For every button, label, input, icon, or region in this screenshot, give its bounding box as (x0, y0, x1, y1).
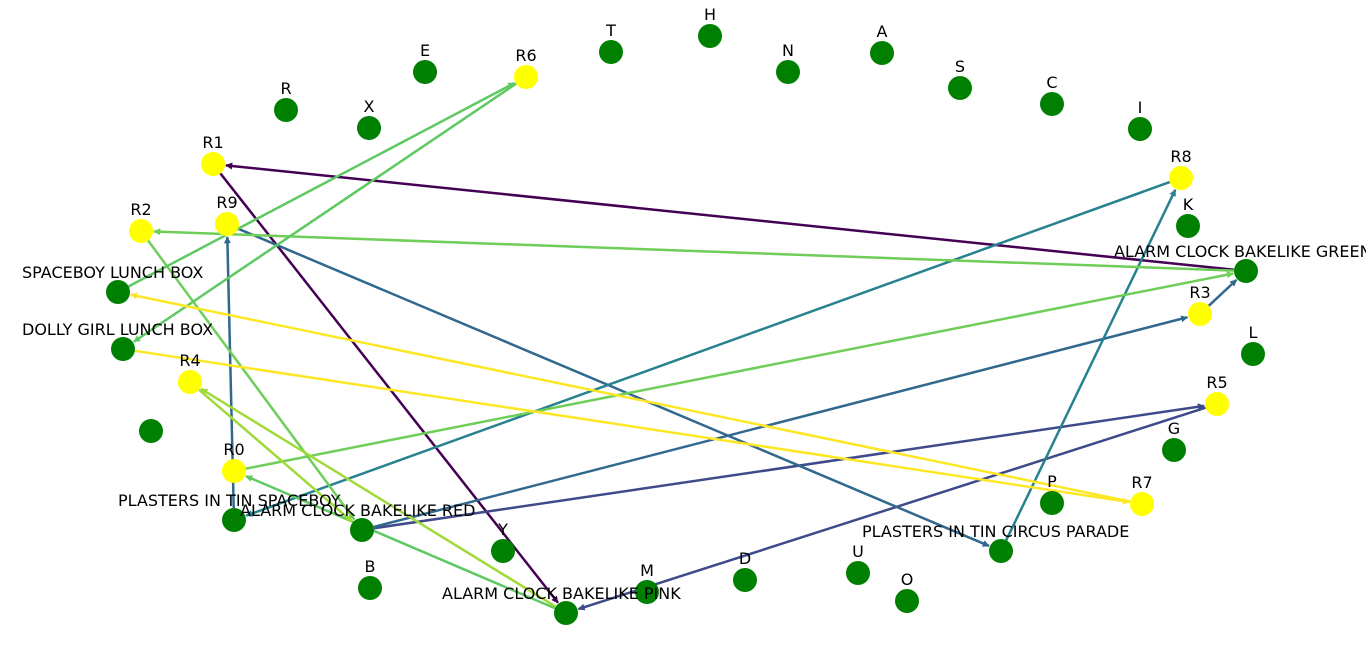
edge-r8-to-plspaceboy (245, 180, 1171, 517)
node-label-y: Y (497, 520, 508, 539)
node-label-plspaceboy: PLASTERS IN TIN SPACEBOY (118, 491, 341, 510)
edges-layer (128, 81, 1238, 611)
node-u (846, 561, 870, 585)
node-g (1162, 438, 1186, 462)
edge-r3-to-acgreen (1207, 278, 1238, 307)
edge-r0-to-acgreen (245, 271, 1234, 470)
node-label-m: M (640, 561, 654, 580)
node-r2 (129, 219, 153, 243)
node-label-r0: R0 (223, 440, 244, 459)
node-n (776, 60, 800, 84)
node-label-acpink: ALARM CLOCK BAKELIKE PINK (442, 584, 681, 603)
edge-r9-to-plcircus (237, 227, 990, 548)
edge-spaceboy-to-r6 (128, 81, 516, 288)
node-label-s: S (955, 57, 965, 76)
edge-acpink-to-r4 (200, 387, 557, 608)
edge-acgreen-to-r2 (153, 228, 1235, 272)
node-label-b: B (365, 557, 376, 576)
node-e (413, 60, 437, 84)
node-label-n: N (782, 41, 794, 60)
node-r5 (1205, 392, 1229, 416)
node-label-h: H (704, 5, 716, 24)
node-label-o: O (901, 570, 914, 589)
node-label-r3: R3 (1189, 283, 1210, 302)
node-r (274, 98, 298, 122)
node-label-t: T (605, 21, 616, 40)
edge-r2-to-acred (147, 239, 356, 521)
node-r7 (1130, 492, 1154, 516)
edge-r7-to-spaceboy (130, 292, 1131, 503)
node-label-r5: R5 (1206, 373, 1227, 392)
node-k (1176, 214, 1200, 238)
node-label-r7: R7 (1131, 473, 1152, 492)
node-c (1040, 92, 1064, 116)
node-i (1128, 117, 1152, 141)
node-p (1040, 491, 1064, 515)
node-a (870, 41, 894, 65)
node-label-acred: ALARM CLOCK BAKELIKE RED (240, 501, 475, 520)
node-label-a: A (877, 22, 888, 41)
node-acpink (554, 601, 578, 625)
node-y (491, 539, 515, 563)
node-b (358, 576, 382, 600)
node-label-plcircus: PLASTERS IN TIN CIRCUS PARADE (862, 522, 1129, 541)
node-label-i: I (1138, 98, 1143, 117)
node-label-c: C (1046, 73, 1057, 92)
labels-layer: R X E R6 T H N A S C I R1 R8 K R2 R9 ALARM CLOCK BAKELIK… (22, 5, 1366, 603)
node-label-r4: R4 (179, 351, 200, 370)
node-label-x: X (364, 97, 375, 116)
node-m (635, 580, 659, 604)
node-acgreen (1234, 259, 1258, 283)
edge-r4-to-acred (198, 388, 353, 523)
node-plspaceboy (222, 508, 246, 532)
node-label-l: L (1249, 323, 1258, 342)
node-label-r: R (280, 79, 291, 98)
node-label-r2: R2 (130, 200, 151, 219)
edge-r6-to-dolly (133, 82, 517, 343)
node-o (895, 589, 919, 613)
node-acred (350, 518, 374, 542)
node-s (948, 76, 972, 100)
node-r8 (1169, 166, 1193, 190)
node-r9 (215, 212, 239, 236)
node-label-spaceboy: SPACEBOY LUNCH BOX (22, 263, 203, 282)
node-t (599, 40, 623, 64)
nodes-layer (106, 24, 1265, 625)
node-label-d: D (739, 549, 751, 568)
node-dolly (111, 337, 135, 361)
node-label-p: P (1047, 472, 1057, 491)
edge-acpink-to-r0 (245, 474, 556, 610)
node-blank (139, 419, 163, 443)
node-r0 (222, 459, 246, 483)
node-r1 (201, 152, 225, 176)
edge-r5-to-acpink (577, 406, 1206, 611)
node-h (698, 24, 722, 48)
node-label-k: K (1183, 195, 1194, 214)
node-label-r9: R9 (216, 193, 237, 212)
node-label-r1: R1 (202, 133, 223, 152)
edge-dolly-to-r7 (134, 349, 1130, 505)
node-r4 (178, 370, 202, 394)
node-label-g: G (1168, 419, 1180, 438)
node-label-e: E (420, 41, 430, 60)
node-x (357, 116, 381, 140)
edge-acgreen-to-r1 (225, 162, 1235, 272)
node-plcircus (989, 539, 1013, 563)
edge-acred-to-r5 (373, 403, 1205, 530)
node-spaceboy (106, 280, 130, 304)
node-r6 (514, 65, 538, 89)
edge-acred-to-r3 (373, 315, 1189, 529)
node-label-acgreen: ALARM CLOCK BAKELIKE GREEN (1114, 242, 1366, 261)
node-d (733, 568, 757, 592)
node-label-dolly: DOLLY GIRL LUNCH BOX (22, 320, 213, 339)
node-label-u: U (852, 542, 864, 561)
node-l (1241, 342, 1265, 366)
node-label-r8: R8 (1170, 147, 1191, 166)
node-r3 (1188, 302, 1212, 326)
node-label-r6: R6 (515, 46, 536, 65)
